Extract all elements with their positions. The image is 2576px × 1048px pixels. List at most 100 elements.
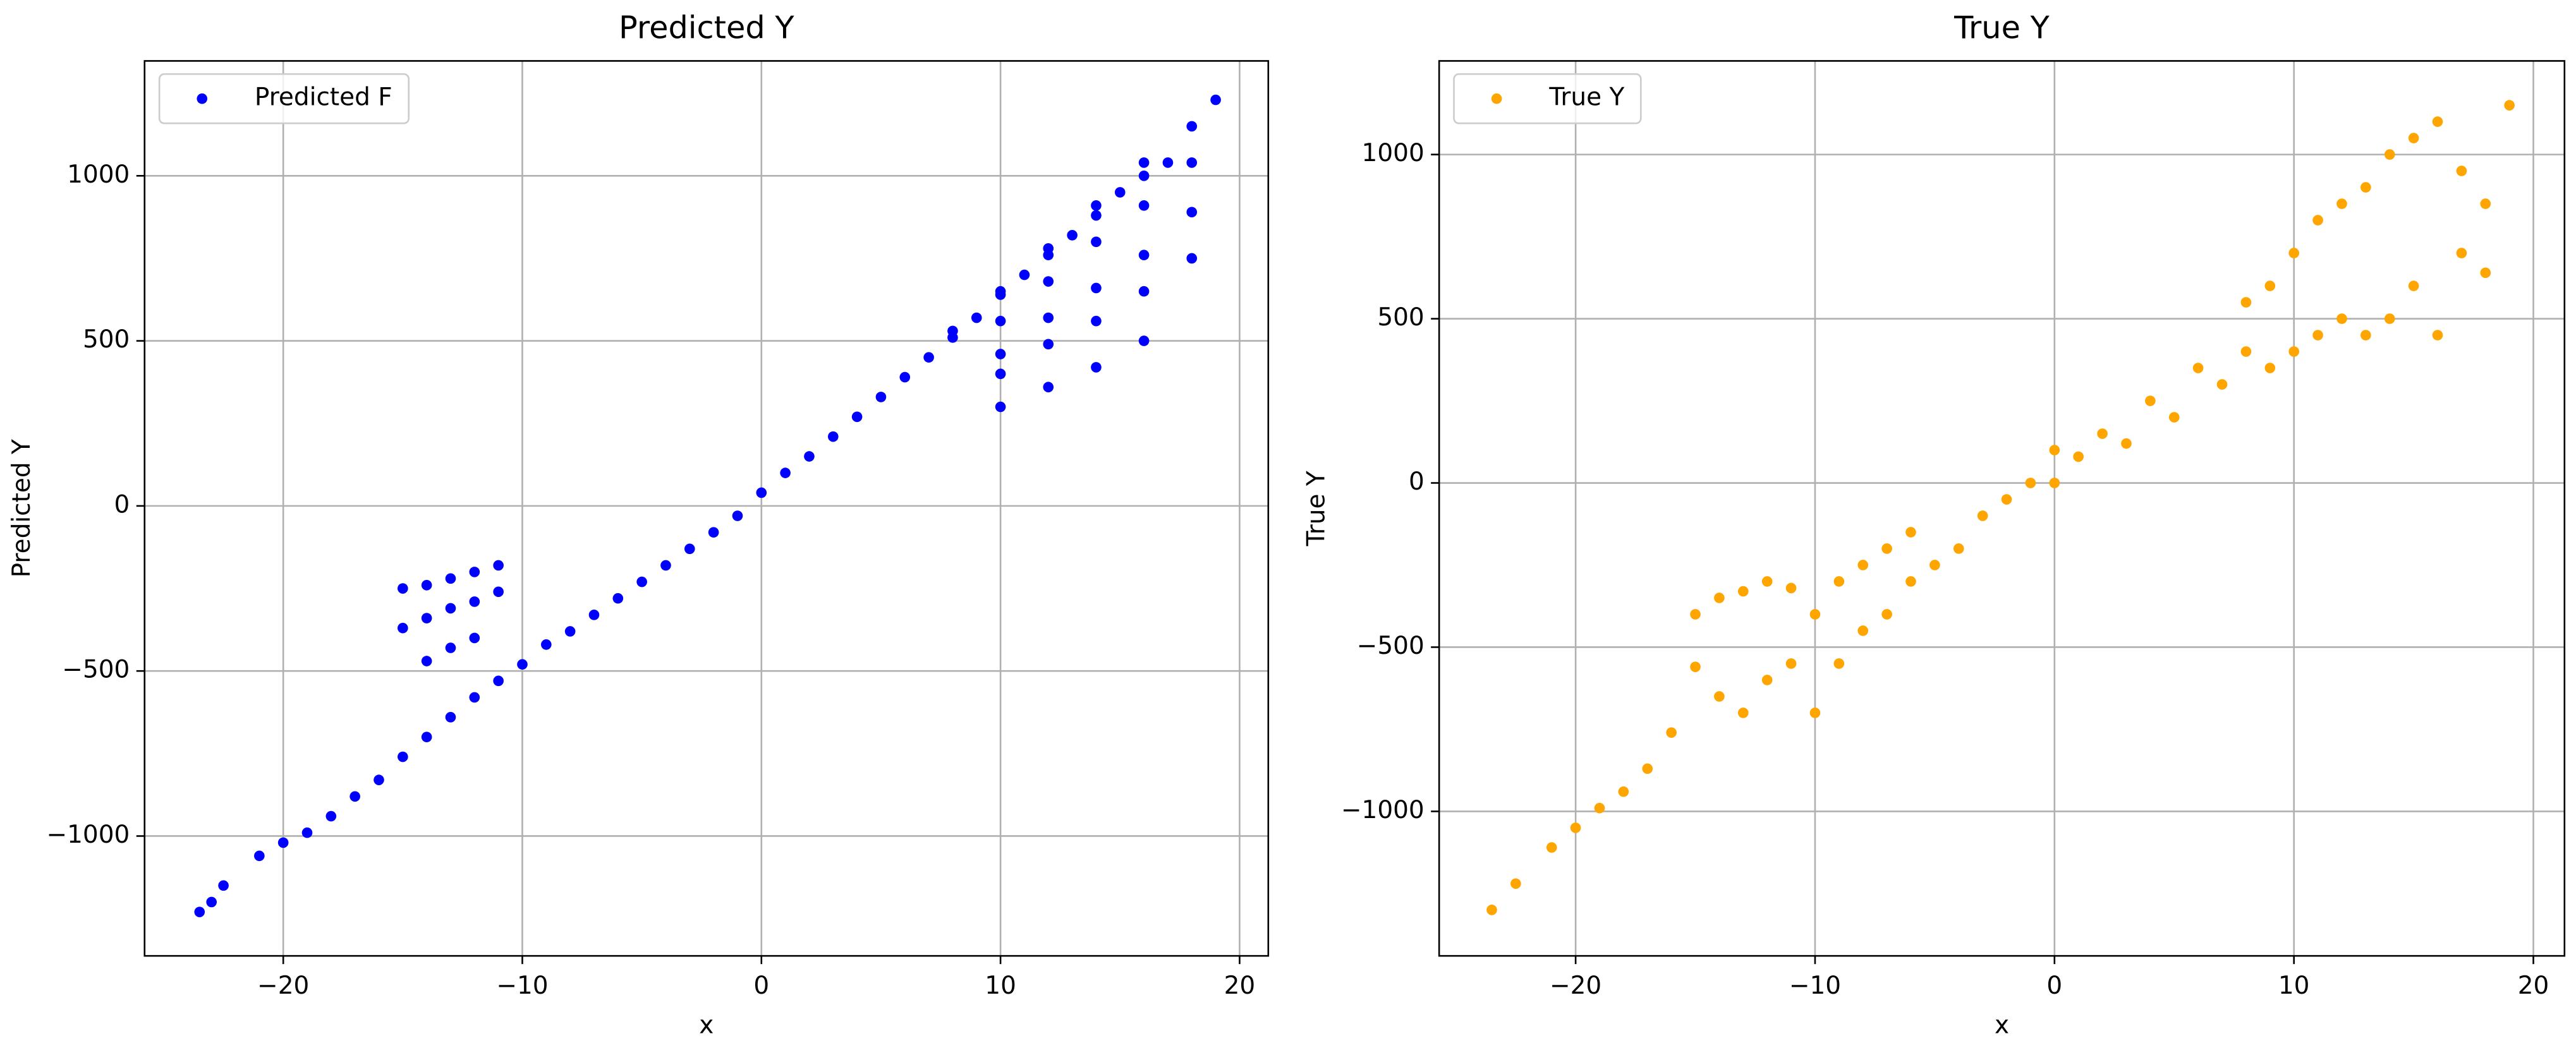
y-axis-label: True Y: [1302, 471, 1330, 546]
point: [1833, 576, 1845, 587]
point: [1043, 382, 1054, 393]
point: [732, 510, 743, 521]
point: [995, 368, 1006, 380]
point: [540, 639, 552, 650]
point: [780, 467, 791, 478]
point: [756, 487, 767, 498]
point: [2360, 330, 2371, 340]
x-tick-label: −10: [1789, 972, 1841, 1000]
point: [493, 560, 504, 571]
legend-marker: [197, 93, 208, 104]
point: [2312, 215, 2323, 226]
point: [1761, 675, 1773, 685]
point: [445, 642, 456, 653]
point: [421, 656, 432, 666]
x-tick-label: −20: [257, 972, 309, 1000]
legend-box: [1453, 73, 1642, 124]
point: [277, 837, 289, 848]
point: [971, 312, 982, 323]
point: [1714, 593, 1725, 603]
point: [1737, 708, 1749, 718]
point: [2456, 166, 2467, 176]
point: [2121, 438, 2132, 449]
point: [1043, 312, 1054, 323]
legend-box: [158, 73, 410, 124]
point: [851, 411, 863, 423]
point: [1162, 157, 1174, 168]
point: [445, 573, 456, 584]
point: [2384, 313, 2395, 324]
point: [1091, 210, 1102, 221]
y-tick-label: 1000: [67, 160, 130, 189]
point: [1570, 822, 1581, 833]
point: [2264, 363, 2276, 373]
x-tick-label: 10: [985, 972, 1016, 1000]
y-tick-label: −500: [62, 656, 130, 684]
point: [1186, 121, 1198, 132]
point: [2456, 248, 2467, 258]
x-tick-label: 0: [2046, 972, 2062, 1000]
point: [469, 596, 480, 607]
point: [1953, 543, 1964, 554]
point: [564, 626, 576, 637]
point: [2336, 313, 2347, 324]
point: [1138, 170, 1150, 181]
y-tick-label: 0: [114, 490, 130, 519]
point: [2312, 330, 2323, 340]
point: [1091, 236, 1102, 248]
point: [2480, 267, 2491, 279]
point: [493, 675, 504, 687]
point: [2288, 248, 2300, 258]
point: [875, 392, 887, 402]
point: [1618, 786, 1629, 797]
point: [1186, 253, 1198, 264]
point: [2336, 198, 2347, 209]
point: [2384, 149, 2395, 160]
point: [2240, 297, 2252, 308]
plot-frame: [143, 60, 1270, 957]
point: [2049, 445, 2060, 455]
point: [684, 543, 695, 555]
point: [469, 692, 480, 703]
point: [493, 586, 504, 598]
point: [1043, 243, 1054, 254]
point: [947, 325, 958, 337]
point: [194, 906, 205, 917]
point: [301, 827, 313, 838]
point: [1546, 842, 1557, 853]
point: [2168, 412, 2180, 423]
point: [1857, 625, 1869, 636]
point: [445, 603, 456, 614]
point: [995, 286, 1006, 297]
point: [1905, 576, 1916, 587]
point: [1857, 560, 1869, 570]
y-tick-label: −1000: [1341, 796, 1425, 824]
point: [1809, 609, 1821, 620]
point: [325, 810, 337, 822]
chart-title: Predicted Y: [619, 9, 794, 46]
point: [1186, 207, 1198, 218]
x-axis-label: x: [1995, 1011, 2009, 1039]
point: [469, 632, 480, 644]
point: [1043, 276, 1054, 287]
point: [421, 732, 432, 743]
point: [612, 593, 624, 604]
point: [1067, 230, 1078, 241]
point: [1714, 691, 1725, 702]
point: [2408, 280, 2419, 291]
point: [2049, 478, 2060, 488]
point: [2432, 330, 2443, 340]
x-tick-label: 20: [2518, 972, 2549, 1000]
point: [349, 791, 360, 802]
y-tick-label: 500: [1377, 303, 1424, 332]
point: [1043, 339, 1054, 350]
y-tick-label: 1000: [1362, 139, 1425, 167]
y-tick-label: −1000: [46, 821, 130, 849]
point: [1510, 878, 1521, 889]
point: [421, 613, 432, 623]
point: [1977, 510, 1988, 521]
point: [1833, 658, 1845, 669]
point: [2073, 451, 2084, 462]
